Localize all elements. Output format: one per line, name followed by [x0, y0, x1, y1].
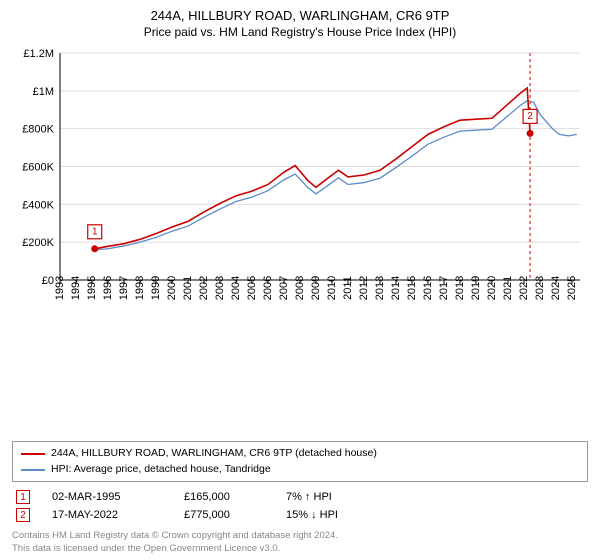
sale-date: 02-MAR-1995: [52, 491, 162, 503]
svg-text:1996: 1996: [102, 276, 114, 300]
footer-attribution: Contains HM Land Registry data © Crown c…: [12, 530, 588, 556]
sale-marker: 2: [16, 508, 30, 522]
legend-item: 244A, HILLBURY ROAD, WARLINGHAM, CR6 9TP…: [21, 446, 579, 462]
svg-text:1: 1: [92, 226, 98, 237]
svg-text:2: 2: [527, 111, 533, 122]
svg-text:1995: 1995: [86, 276, 98, 300]
price-chart: £0£200K£400K£600K£800K£1M£1.2M1993199419…: [12, 45, 588, 335]
svg-text:2003: 2003: [214, 276, 226, 300]
svg-text:£1M: £1M: [33, 86, 54, 98]
footer-line-1: Contains HM Land Registry data © Crown c…: [12, 530, 588, 543]
svg-text:1994: 1994: [70, 276, 82, 300]
svg-text:2018: 2018: [454, 276, 466, 300]
svg-text:£200K: £200K: [22, 237, 54, 249]
svg-text:2006: 2006: [262, 276, 274, 300]
svg-text:2004: 2004: [230, 276, 242, 300]
sale-price: £165,000: [184, 491, 264, 503]
svg-text:2008: 2008: [294, 276, 306, 300]
chart-title: 244A, HILLBURY ROAD, WARLINGHAM, CR6 9TP: [12, 8, 588, 23]
chart-area: £0£200K£400K£600K£800K£1M£1.2M1993199419…: [12, 45, 588, 437]
sale-marker: 1: [16, 490, 30, 504]
legend-swatch: [21, 469, 45, 471]
svg-text:2021: 2021: [502, 276, 514, 300]
sales-table: 1 02-MAR-1995 £165,000 7% ↑ HPI 2 17-MAY-2022…: [12, 488, 588, 524]
svg-text:2014: 2014: [390, 276, 402, 300]
svg-text:2012: 2012: [358, 276, 370, 300]
sale-delta: 15% ↓ HPI: [286, 509, 386, 521]
svg-text:1998: 1998: [134, 276, 146, 300]
svg-text:1999: 1999: [150, 276, 162, 300]
svg-text:£600K: £600K: [22, 162, 54, 174]
sale-price: £775,000: [184, 509, 264, 521]
svg-text:2009: 2009: [310, 276, 322, 300]
svg-text:2024: 2024: [550, 276, 562, 300]
svg-text:2005: 2005: [246, 276, 258, 300]
svg-text:£400K: £400K: [22, 199, 54, 211]
svg-text:2023: 2023: [534, 276, 546, 300]
svg-text:2019: 2019: [470, 276, 482, 300]
svg-text:2010: 2010: [326, 276, 338, 300]
svg-text:£1.2M: £1.2M: [23, 48, 54, 60]
svg-text:£0: £0: [42, 275, 54, 287]
legend-label: HPI: Average price, detached house, Tand…: [51, 462, 271, 478]
svg-text:2016: 2016: [422, 276, 434, 300]
svg-text:2013: 2013: [374, 276, 386, 300]
svg-text:2001: 2001: [182, 276, 194, 300]
sale-date: 17-MAY-2022: [52, 509, 162, 521]
legend-swatch: [21, 453, 45, 455]
svg-text:2020: 2020: [486, 276, 498, 300]
svg-text:2022: 2022: [518, 276, 530, 300]
legend-item: HPI: Average price, detached house, Tand…: [21, 462, 579, 478]
svg-text:£800K: £800K: [22, 124, 54, 136]
legend: 244A, HILLBURY ROAD, WARLINGHAM, CR6 9TP…: [12, 441, 588, 483]
chart-subtitle: Price paid vs. HM Land Registry's House …: [12, 25, 588, 39]
footer-line-2: This data is licensed under the Open Gov…: [12, 543, 588, 556]
svg-text:2007: 2007: [278, 276, 290, 300]
sale-row: 2 17-MAY-2022 £775,000 15% ↓ HPI: [12, 506, 588, 524]
svg-text:2017: 2017: [438, 276, 450, 300]
svg-text:2002: 2002: [198, 276, 210, 300]
svg-text:2000: 2000: [166, 276, 178, 300]
svg-text:2025: 2025: [566, 276, 578, 300]
svg-text:2015: 2015: [406, 276, 418, 300]
legend-label: 244A, HILLBURY ROAD, WARLINGHAM, CR6 9TP…: [51, 446, 377, 462]
sale-row: 1 02-MAR-1995 £165,000 7% ↑ HPI: [12, 488, 588, 506]
svg-text:1997: 1997: [118, 276, 130, 300]
sale-delta: 7% ↑ HPI: [286, 491, 386, 503]
